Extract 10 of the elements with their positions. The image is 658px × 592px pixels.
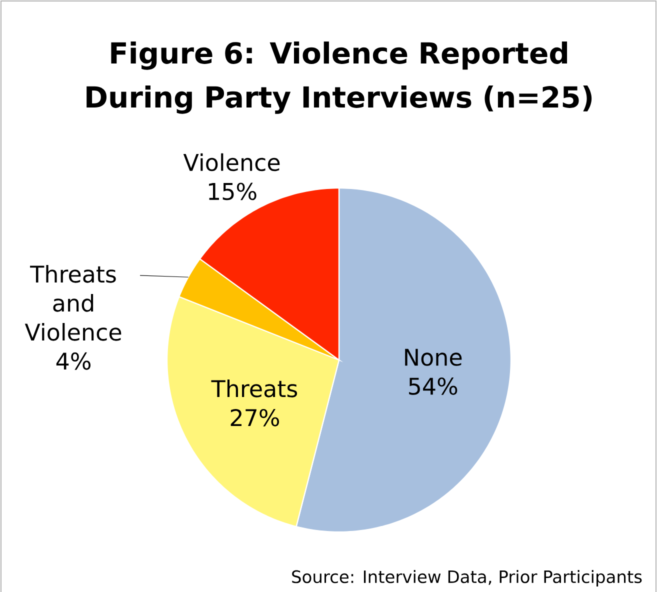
chart-title: Figure 6: Violence Reported During Party Interviews (n=25)	[86, 42, 592, 114]
data-label: 54%	[409, 378, 458, 395]
slice-label: Threats	[211, 380, 298, 398]
data-label: 4%	[56, 352, 90, 370]
data-label: 27%	[230, 408, 279, 426]
source-note: Source: Interview Data, Prior Participants	[292, 570, 642, 586]
slice-label: None	[405, 348, 462, 366]
slice-label: Violence	[183, 153, 280, 172]
slice-label: Threats and Violence	[24, 264, 122, 341]
data-label: 15%	[208, 182, 256, 200]
